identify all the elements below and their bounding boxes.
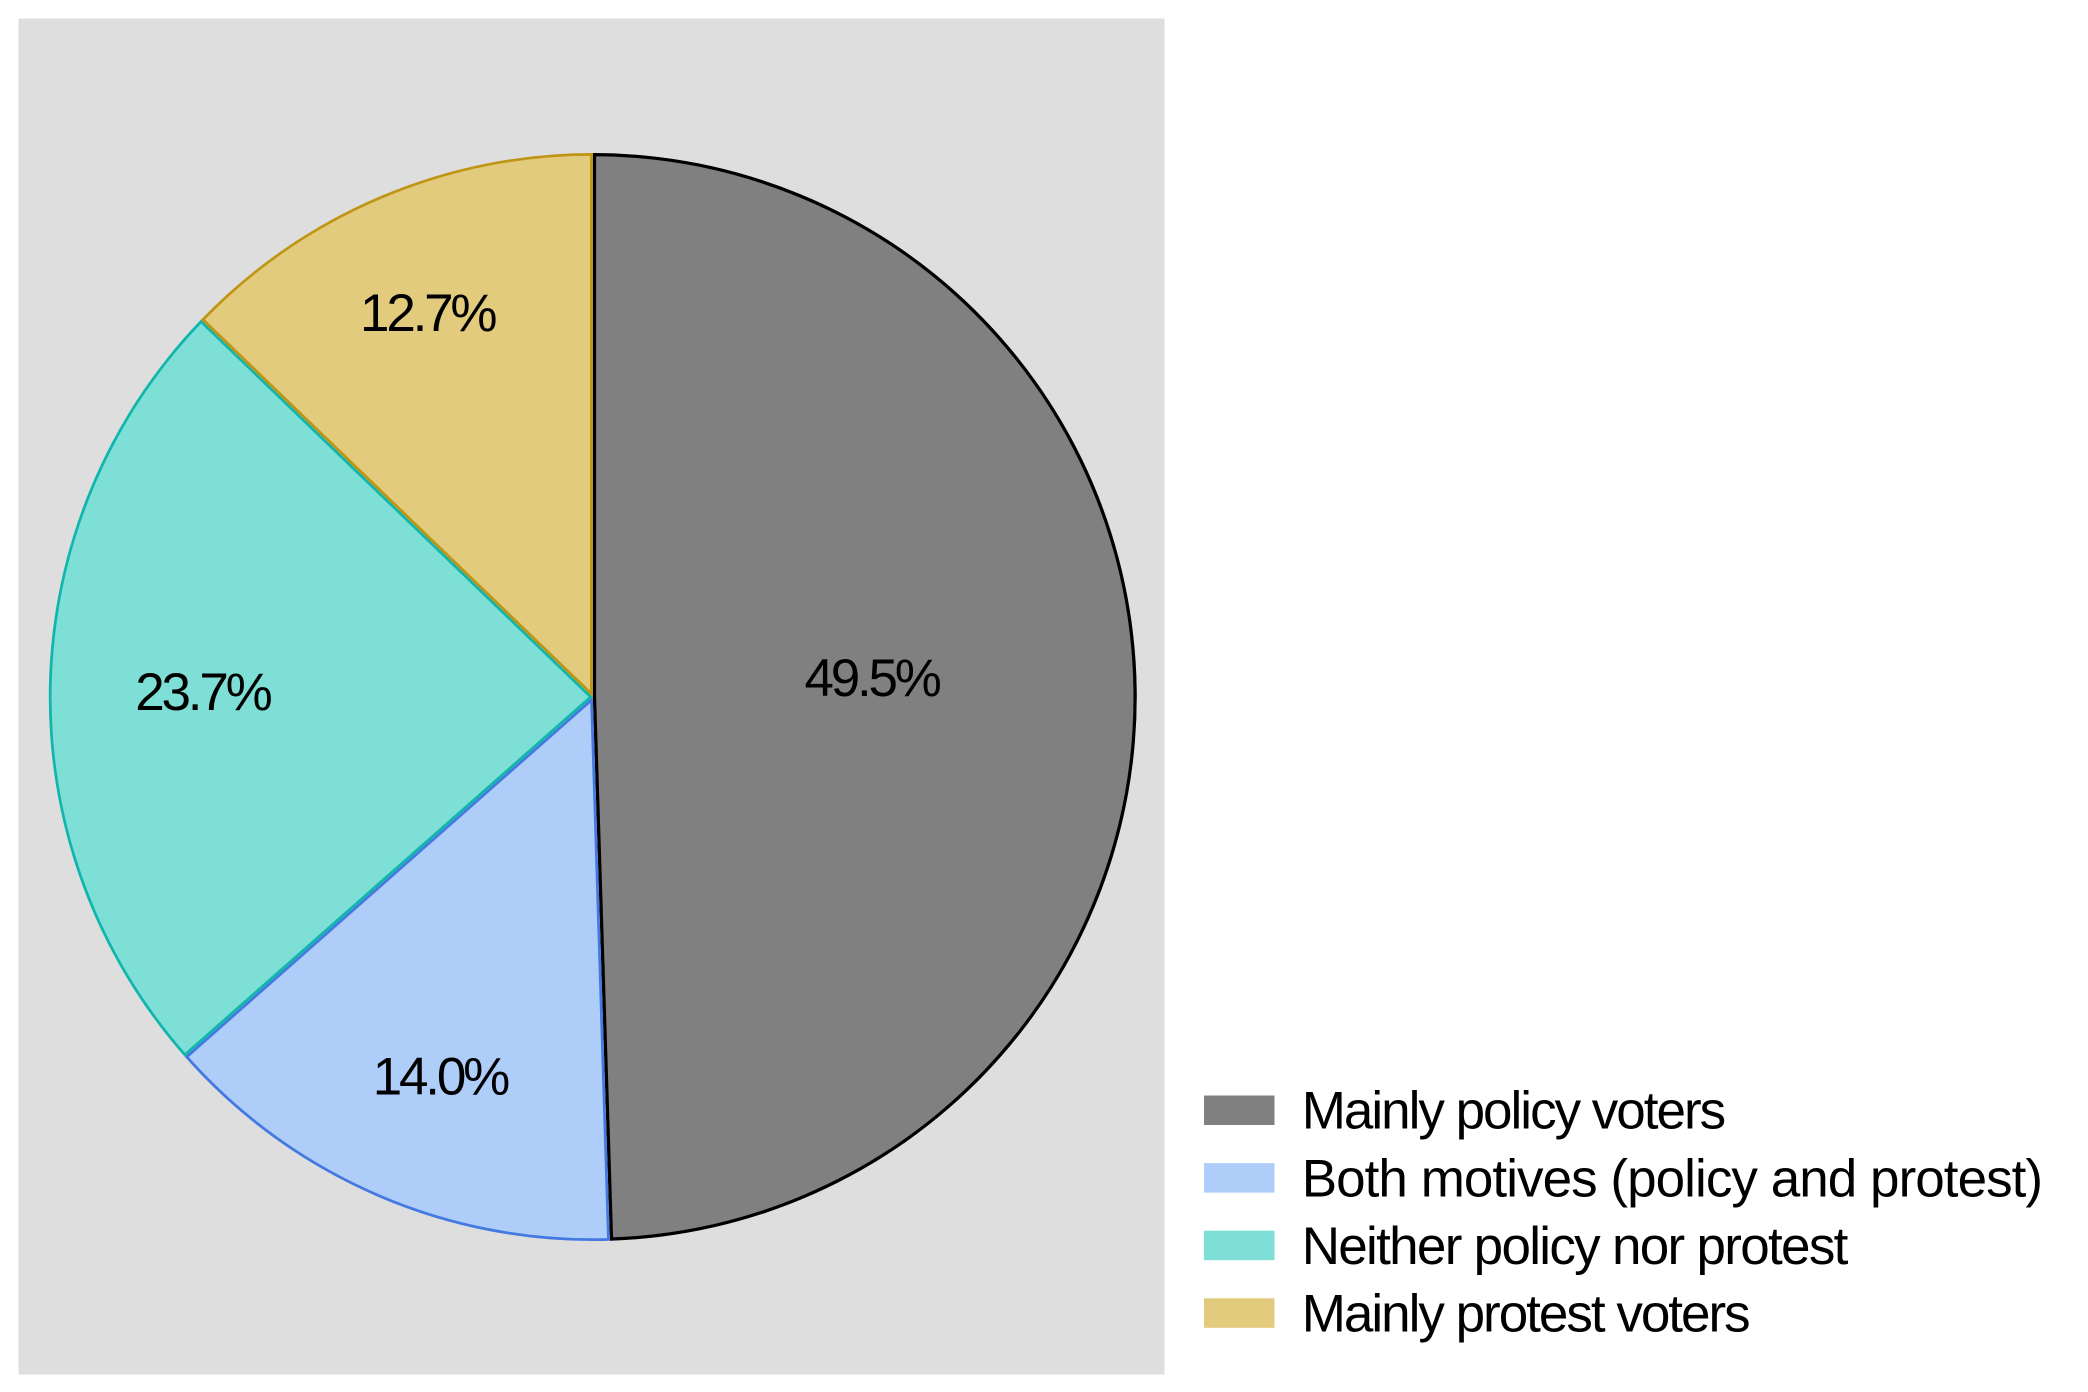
svg-text:14.0%: 14.0% [373,1047,509,1106]
svg-text:23.7%: 23.7% [135,663,271,722]
svg-text:Mainly protest voters: Mainly protest voters [1302,1285,1749,1344]
svg-text:12.7%: 12.7% [360,284,496,343]
svg-text:49.5%: 49.5% [804,649,940,708]
svg-text:Neither policy nor protest: Neither policy nor protest [1302,1217,1849,1276]
svg-text:Mainly policy voters: Mainly policy voters [1302,1082,1725,1141]
svg-text:Both motives (policy and prote: Both motives (policy and protest) [1302,1149,2042,1208]
